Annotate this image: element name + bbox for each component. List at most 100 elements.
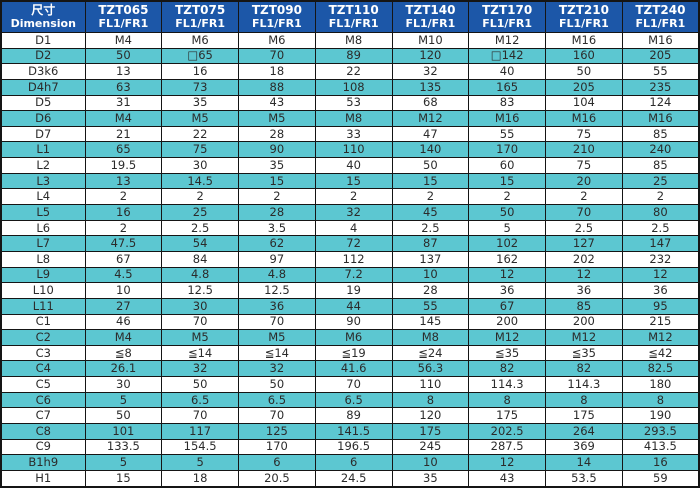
cell: 55 (468, 125, 546, 143)
cell: 19.5 (84, 157, 163, 174)
cell: 75 (545, 125, 623, 143)
cell: 28 (391, 282, 470, 299)
cell: M4 (84, 329, 163, 346)
cell: 3.5 (238, 219, 316, 237)
cell: M8 (314, 32, 393, 49)
row-label: C9 (0, 438, 86, 456)
model-name: TZT075 (175, 3, 226, 17)
table-row-c6: C6 5 6.5 6.5 6.5 8 8 8 8 (0, 391, 700, 409)
cell: 2.5 (621, 219, 700, 237)
cell: □142 (468, 47, 546, 65)
cell: ≦8 (84, 344, 163, 362)
cell: M12 (468, 329, 546, 346)
cell: 50 (391, 157, 470, 174)
row-label: C7 (0, 407, 86, 425)
cell: 21 (84, 125, 163, 143)
cell: 70 (238, 407, 316, 425)
cell: M5 (161, 110, 239, 127)
cell: 26.1 (84, 360, 163, 378)
cell: M5 (238, 329, 316, 346)
cell: 8 (621, 391, 700, 409)
cell: 56.3 (391, 360, 470, 378)
cell: M5 (238, 110, 316, 127)
row-label: L9 (0, 266, 86, 284)
table-body: D1 M4 M6 M6 M8 M10 M12 M16 M16 D2 50 □65 70 89 120 □142… (0, 32, 700, 488)
cell: 36 (621, 282, 700, 299)
cell: M6 (161, 32, 239, 49)
cell: 2.5 (391, 219, 470, 237)
cell: 10 (391, 266, 470, 284)
cell: 232 (621, 250, 700, 268)
cell: 53 (314, 94, 393, 112)
cell: 55 (391, 297, 470, 315)
cell: 108 (314, 78, 393, 96)
row-label: D3k6 (0, 63, 86, 80)
cell: ≦14 (161, 344, 239, 362)
cell: 190 (621, 407, 700, 425)
table-row-l6: L6 2 2.5 3.5 4 2.5 5 2.5 2.5 (0, 219, 700, 237)
cell: 18 (238, 63, 316, 80)
row-label: C4 (0, 360, 86, 378)
cell: 13 (84, 172, 163, 190)
cell: 31 (84, 94, 163, 112)
cell: 73 (161, 78, 239, 96)
model-name: TZT240 (635, 3, 686, 17)
model-name: TZT110 (328, 3, 379, 17)
cell: M8 (314, 110, 393, 127)
table-row-l10: L10 10 12.5 12.5 19 28 36 36 36 (0, 282, 700, 299)
cell: 47.5 (84, 235, 163, 252)
cell: □65 (161, 47, 239, 65)
cell: 112 (314, 250, 393, 268)
cell: 175 (391, 423, 470, 440)
cell: 2 (621, 188, 700, 206)
cell: 41.6 (314, 360, 393, 378)
cell: M12 (391, 110, 470, 127)
row-label: B1h9 (0, 454, 86, 471)
cell: 4.5 (84, 266, 163, 284)
cell: 35 (161, 94, 239, 112)
cell: 110 (391, 376, 470, 393)
model-variant: FL1/FR1 (175, 17, 226, 30)
cell: 67 (84, 250, 163, 268)
row-label: L5 (0, 204, 86, 221)
column-header-tzt090: TZT090 FL1/FR1 (238, 0, 316, 33)
row-label: D1 (0, 32, 86, 49)
column-header-tzt140: TZT140 FL1/FR1 (391, 0, 470, 33)
cell: 45 (391, 204, 470, 221)
cell: 235 (621, 78, 700, 96)
model-name: TZT170 (482, 3, 533, 17)
model-variant: FL1/FR1 (328, 17, 379, 30)
cell: 2 (161, 188, 239, 206)
cell: 124 (621, 94, 700, 112)
cell: 287.5 (468, 438, 546, 456)
cell: 53.5 (545, 469, 623, 488)
cell: 293.5 (621, 423, 700, 440)
cell: 85 (621, 157, 700, 174)
cell: 33 (314, 125, 393, 143)
cell: 22 (161, 125, 239, 143)
model-name: TZT140 (405, 3, 456, 17)
cell: 141.5 (314, 423, 393, 440)
cell: 63 (84, 78, 163, 96)
cell: 160 (545, 47, 623, 65)
cell: 13 (84, 63, 163, 80)
model-name: TZT065 (98, 3, 149, 17)
cell: 245 (391, 438, 470, 456)
column-header-tzt240: TZT240 FL1/FR1 (621, 0, 700, 33)
row-label: H1 (0, 469, 86, 488)
cell: 5 (161, 454, 239, 471)
row-label: D5 (0, 94, 86, 112)
cell: 75 (545, 157, 623, 174)
cell: 32 (161, 360, 239, 378)
table-row-l9: L9 4.5 4.8 4.8 7.2 10 12 12 12 (0, 266, 700, 284)
table-row-c7: C7 50 70 70 89 120 175 175 190 (0, 407, 700, 425)
cell: 200 (545, 313, 623, 331)
cell: M4 (84, 110, 163, 127)
cell: 62 (238, 235, 316, 252)
cell: M4 (84, 32, 163, 49)
cell: 15 (238, 172, 316, 190)
dimension-header-en: Dimension (10, 17, 76, 30)
cell: 205 (545, 78, 623, 96)
cell: 104 (545, 94, 623, 112)
table-row-l11: L11 27 30 36 44 55 67 85 95 (0, 297, 700, 315)
